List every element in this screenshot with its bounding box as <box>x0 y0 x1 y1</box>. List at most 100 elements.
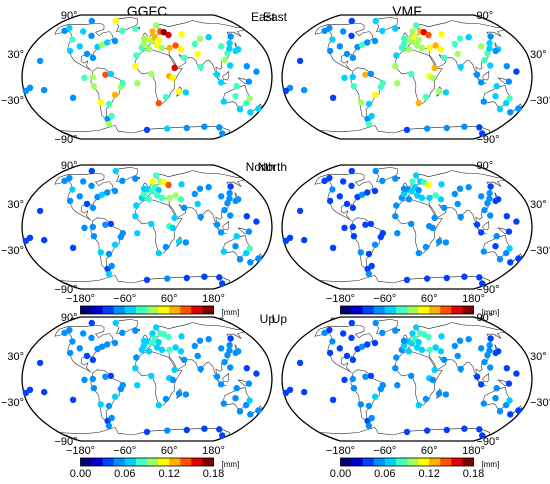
station-marker <box>422 395 430 403</box>
colorbar-swatch <box>440 306 452 314</box>
station-marker <box>476 426 483 433</box>
station-marker <box>194 50 201 58</box>
station-marker <box>429 224 436 231</box>
station-marker <box>465 34 472 41</box>
colorbar-swatch <box>147 458 159 466</box>
station-marker <box>155 37 162 44</box>
station-marker <box>400 185 408 192</box>
coastline <box>222 71 230 81</box>
station-marker <box>371 37 379 45</box>
station-marker <box>217 229 225 236</box>
station-marker <box>171 366 178 373</box>
station-marker <box>409 28 416 35</box>
station-marker <box>175 238 183 245</box>
station-marker <box>233 83 240 90</box>
station-marker <box>461 425 468 432</box>
station-marker <box>408 220 415 228</box>
station-marker <box>487 364 494 371</box>
coastline <box>482 71 490 81</box>
colorbar-swatch <box>395 306 408 314</box>
station-marker <box>343 352 351 360</box>
station-marker <box>507 259 514 266</box>
station-marker <box>132 365 139 372</box>
station-marker <box>415 37 422 44</box>
colorbar-swatch <box>135 306 148 314</box>
station-marker <box>105 250 113 258</box>
station-marker <box>301 388 308 396</box>
station-marker <box>155 187 162 194</box>
lat-label: −30° <box>1 95 24 107</box>
station-marker <box>104 341 111 348</box>
station-marker <box>175 390 183 397</box>
station-marker <box>487 212 494 219</box>
station-marker <box>148 220 155 228</box>
colorbar-swatch <box>462 306 474 314</box>
station-marker <box>61 27 68 34</box>
station-marker <box>393 52 400 59</box>
station-marker <box>492 395 499 402</box>
station-marker <box>400 337 408 344</box>
station-marker <box>155 401 162 409</box>
colorbar-frame <box>80 457 215 467</box>
station-marker <box>194 200 201 208</box>
station-marker <box>160 331 167 338</box>
station-marker <box>232 395 239 402</box>
station-marker <box>412 22 420 29</box>
colorbar-tick-label: 0.00 <box>70 468 91 480</box>
station-marker <box>394 382 401 389</box>
station-marker <box>66 326 73 334</box>
station-marker <box>442 239 450 246</box>
coastline <box>373 319 398 334</box>
station-marker <box>326 47 334 55</box>
station-marker <box>66 197 74 205</box>
station-marker <box>90 385 98 392</box>
lon-label: −60° <box>113 293 136 305</box>
station-marker <box>226 45 233 52</box>
station-marker <box>403 428 411 436</box>
colorbar-frame <box>340 457 475 467</box>
colorbar-swatch <box>180 458 192 466</box>
station-marker <box>89 375 97 383</box>
colorbar-tick-label: 0.12 <box>158 468 179 480</box>
station-marker <box>90 233 98 240</box>
station-marker <box>505 228 513 235</box>
station-marker <box>134 382 141 389</box>
station-marker <box>400 40 408 48</box>
station-marker <box>454 50 461 58</box>
station-marker <box>140 40 148 48</box>
station-marker <box>503 249 510 257</box>
station-marker <box>217 79 225 86</box>
station-marker <box>227 212 234 219</box>
station-marker <box>183 274 190 282</box>
station-marker <box>88 319 96 327</box>
colorbar-swatch <box>169 458 181 466</box>
lon-label: 180° <box>202 293 225 305</box>
station-marker <box>392 62 399 70</box>
station-marker <box>218 43 225 50</box>
colorbar-swatch <box>384 306 397 314</box>
station-marker <box>503 62 510 70</box>
station-marker <box>394 230 401 237</box>
colorbar-unit: [mm] <box>222 460 240 469</box>
station-marker <box>197 365 204 373</box>
station-marker <box>429 74 436 82</box>
station-marker <box>365 100 373 108</box>
station-marker <box>133 52 140 59</box>
station-marker <box>349 204 357 211</box>
component-label-east: East <box>263 10 288 24</box>
colorbar-swatch <box>202 306 214 314</box>
station-marker <box>205 336 212 343</box>
station-marker <box>379 382 386 389</box>
station-marker <box>219 130 226 137</box>
station-marker <box>477 381 485 388</box>
station-marker <box>437 196 445 203</box>
station-marker <box>379 230 386 237</box>
station-marker <box>148 70 155 78</box>
station-marker <box>255 255 262 262</box>
station-marker <box>492 197 499 205</box>
station-marker <box>191 40 198 48</box>
station-marker <box>226 347 233 354</box>
station-marker <box>424 125 431 132</box>
lat-label: 30° <box>530 49 547 61</box>
station-marker <box>340 28 347 35</box>
